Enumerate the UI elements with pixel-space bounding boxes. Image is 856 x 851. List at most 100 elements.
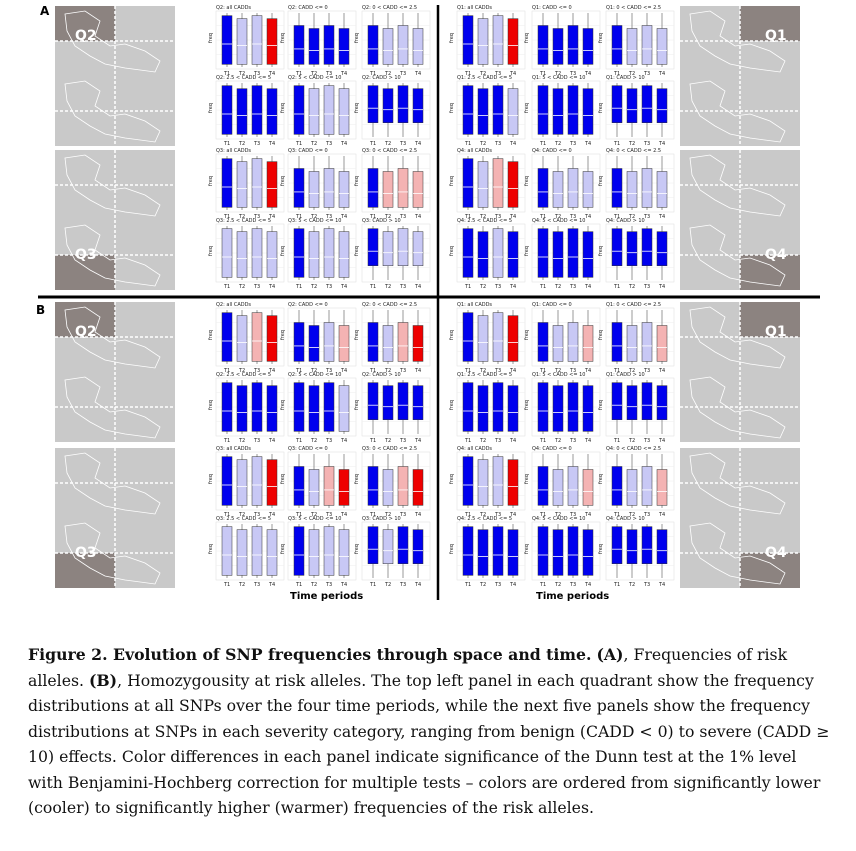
tick-label: T4 bbox=[584, 214, 591, 220]
tick-label: T4 bbox=[268, 582, 275, 588]
boxplot-panel: Q4: 0 < CADD <= 2.5 freq T1 T2 T3 T4 bbox=[598, 148, 675, 220]
tick-label: T2 bbox=[310, 368, 317, 374]
box bbox=[641, 25, 653, 65]
tick-label: T3 bbox=[569, 214, 576, 220]
boxplot-panel: Q4: 5 < CADD <= 10 freq T1 T2 T3 T4 bbox=[524, 218, 601, 290]
tick-label: T2 bbox=[628, 214, 635, 220]
tick-label: T3 bbox=[399, 71, 406, 77]
box bbox=[462, 158, 474, 208]
box bbox=[552, 231, 564, 278]
panel-title: Q1: CADD <= 0 bbox=[532, 5, 572, 11]
tick-label: T3 bbox=[569, 438, 576, 444]
tick-label: T1 bbox=[539, 141, 546, 147]
tick-label: T4 bbox=[509, 582, 516, 588]
box bbox=[323, 526, 335, 576]
box bbox=[323, 168, 335, 208]
panel-title: Q1: 2.5 < CADD <= 5 bbox=[457, 75, 512, 81]
tick-label: T2 bbox=[554, 368, 561, 374]
tick-label: T4 bbox=[509, 438, 516, 444]
box bbox=[412, 171, 424, 208]
box bbox=[611, 228, 623, 267]
box bbox=[251, 526, 263, 576]
tick-label: T1 bbox=[295, 284, 302, 290]
box bbox=[323, 228, 335, 278]
tick-label: T3 bbox=[253, 214, 260, 220]
europe-map bbox=[55, 448, 175, 518]
box bbox=[323, 382, 335, 432]
tick-label: T2 bbox=[310, 141, 317, 147]
tick-label: T2 bbox=[310, 512, 317, 518]
tick-label: T1 bbox=[464, 214, 471, 220]
tick-label: T2 bbox=[384, 368, 391, 374]
tick-label: T4 bbox=[414, 582, 421, 588]
europe-map: Q3 bbox=[55, 220, 175, 290]
tick-label: T2 bbox=[238, 512, 245, 518]
tick-label: T2 bbox=[628, 582, 635, 588]
boxplot-grid: Q2: all CADDs freq T1 T2 T3 T4 Q2: CADD <= 0 fr… bbox=[38, 5, 820, 600]
box bbox=[537, 25, 549, 65]
tick-label: T1 bbox=[539, 284, 546, 290]
box bbox=[477, 161, 489, 208]
box bbox=[656, 385, 668, 421]
panel-title: Q4: 5 < CADD <= 10 bbox=[532, 516, 585, 522]
panel-title: Q2: CADD <= 0 bbox=[288, 302, 328, 308]
y-axis-label: freq bbox=[524, 474, 530, 484]
box bbox=[323, 466, 335, 506]
caption-a-text: , Frequencies of risk alleles. bbox=[28, 645, 788, 690]
box bbox=[397, 526, 409, 565]
panel-title: Q1: 5 < CADD <= 10 bbox=[532, 372, 585, 378]
tick-label: T1 bbox=[539, 214, 546, 220]
tick-label: T3 bbox=[569, 512, 576, 518]
y-axis-label: freq bbox=[524, 544, 530, 554]
tick-label: T2 bbox=[238, 284, 245, 290]
box bbox=[477, 315, 489, 362]
box bbox=[221, 456, 233, 506]
box bbox=[626, 171, 638, 208]
box bbox=[412, 88, 424, 124]
box bbox=[582, 28, 594, 65]
panel-title: Q4: 0 < CADD <= 2.5 bbox=[606, 148, 661, 154]
panel-title: Q2: 2.5 < CADD <= 5 bbox=[216, 75, 271, 81]
tick-label: T3 bbox=[643, 368, 650, 374]
boxplot-panel: Q2: 2.5 < CADD <= 5 freq T1 T2 T3 T4 bbox=[208, 75, 285, 147]
tick-label: T2 bbox=[310, 214, 317, 220]
box bbox=[293, 228, 305, 278]
europe-map bbox=[680, 150, 800, 220]
boxplot-panel: Q1: all CADDs freq T1 T2 T3 T4 bbox=[449, 5, 526, 77]
tick-label: T4 bbox=[658, 71, 665, 77]
box bbox=[367, 228, 379, 267]
tick-label: T4 bbox=[268, 368, 275, 374]
tick-label: T3 bbox=[253, 512, 260, 518]
box bbox=[251, 456, 263, 506]
tick-label: T3 bbox=[399, 438, 406, 444]
box bbox=[507, 18, 519, 65]
boxplot-panel: Q4: all CADDs freq T1 T2 T3 T4 bbox=[449, 446, 526, 518]
box bbox=[492, 158, 504, 208]
tick-label: T2 bbox=[628, 141, 635, 147]
box bbox=[221, 382, 233, 432]
box bbox=[338, 325, 350, 362]
panel-title: Q4: all CADDs bbox=[457, 148, 492, 154]
tick-label: T4 bbox=[658, 512, 665, 518]
box bbox=[656, 88, 668, 124]
tick-label: T1 bbox=[369, 582, 376, 588]
y-axis-label: freq bbox=[449, 544, 455, 554]
tick-label: T3 bbox=[325, 284, 332, 290]
panel-title: Q4: 5 < CADD <= 10 bbox=[532, 218, 585, 224]
y-axis-label: freq bbox=[598, 246, 604, 256]
boxplot-panel: Q1: CADD <= 0 freq T1 T2 T3 T4 bbox=[524, 5, 601, 77]
box bbox=[221, 312, 233, 362]
box bbox=[582, 385, 594, 432]
panel-title: Q2: 5 < CADD <= 10 bbox=[288, 372, 341, 378]
box bbox=[367, 25, 379, 65]
tick-label: T3 bbox=[643, 582, 650, 588]
box bbox=[412, 385, 424, 421]
boxplot-panel: Q1: 2.5 < CADD <= 5 freq T1 T2 T3 T4 bbox=[449, 75, 526, 147]
box bbox=[236, 529, 248, 576]
tick-label: T1 bbox=[464, 438, 471, 444]
box bbox=[266, 459, 278, 506]
box bbox=[251, 382, 263, 432]
box bbox=[367, 85, 379, 124]
box bbox=[507, 385, 519, 432]
tick-label: T1 bbox=[223, 512, 230, 518]
